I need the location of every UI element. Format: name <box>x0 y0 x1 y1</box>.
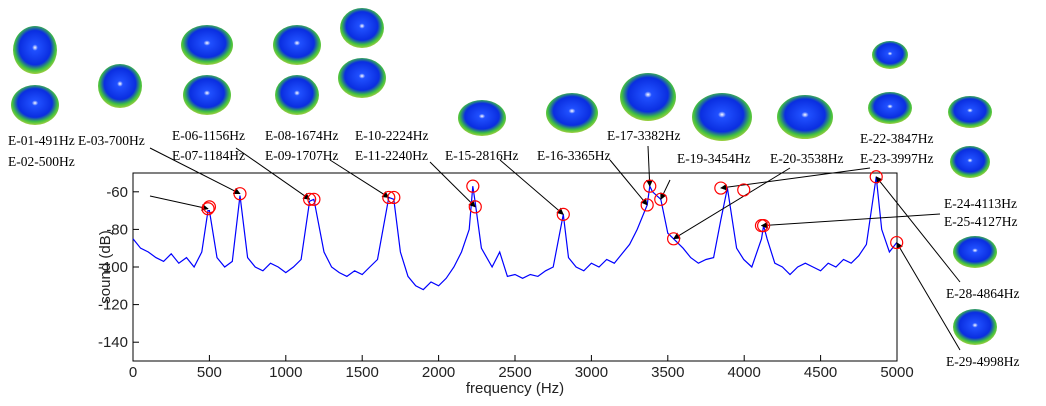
annotation-label: E-28-4864Hz <box>946 286 1019 301</box>
annotation-label: E-17-3382Hz <box>607 128 680 143</box>
annotation-label: E-08-1674Hz <box>265 128 338 143</box>
annotation-arrow <box>429 161 476 208</box>
annotation-label: E-19-3454Hz <box>677 151 750 166</box>
annotation-label: E-10-2224Hz <box>355 128 428 143</box>
annotation-label: E-11-2240Hz <box>355 148 428 163</box>
annotation-label: E-01-491Hz <box>8 133 75 148</box>
mode-shape-image <box>273 25 321 65</box>
peak-marker <box>869 170 883 184</box>
x-tick-label: 1500 <box>346 364 379 381</box>
peak-marker <box>654 192 668 206</box>
x-tick-label: 2500 <box>498 364 531 381</box>
mode-shape-image <box>953 309 997 345</box>
y-tick-label: -120 <box>98 297 128 314</box>
y-tick-label: -140 <box>98 334 128 351</box>
peak-marker <box>667 232 681 246</box>
annotation-label: E-22-3847Hz <box>860 131 933 146</box>
mode-shape-image <box>953 236 997 268</box>
peak-marker <box>201 202 215 216</box>
annotation-label: E-15-2816Hz <box>445 148 518 163</box>
peak-marker <box>757 219 771 233</box>
peak-marker <box>202 200 216 214</box>
annotation-arrow <box>673 167 791 240</box>
mode-shape-image <box>340 8 384 48</box>
x-tick-label: 1000 <box>269 364 302 381</box>
mode-shape-image <box>183 75 231 115</box>
x-tick-label: 2000 <box>422 364 455 381</box>
mode-shape-image <box>546 93 598 133</box>
x-tick-label: 5000 <box>880 364 913 381</box>
mode-shape-image <box>620 73 676 121</box>
x-tick-label: 3500 <box>651 364 684 381</box>
annotation-arrow <box>760 213 941 229</box>
annotation-label: E-16-3365Hz <box>537 148 610 163</box>
annotation-label: E-23-3997Hz <box>860 151 933 166</box>
mode-shape-image <box>948 96 992 128</box>
y-axis-label: sound (dB) <box>97 230 114 303</box>
mode-shapes <box>11 8 997 345</box>
annotation-arrow <box>149 195 209 211</box>
annotation-label: E-09-1707Hz <box>265 148 338 163</box>
annotation-label: E-25-4127Hz <box>944 214 1017 229</box>
peak-marker <box>714 181 728 195</box>
peak-marker <box>382 190 396 205</box>
spectrum-line <box>132 176 898 291</box>
annotation-label: E-07-1184Hz <box>172 148 245 163</box>
mode-shape-image <box>868 92 912 124</box>
annotation-arrow <box>660 179 671 200</box>
y-tick-label: -80 <box>106 221 128 238</box>
x-axis-label: frequency (Hz) <box>466 380 564 397</box>
mode-shape-image <box>872 41 908 69</box>
annotation-label: E-03-700Hz <box>78 133 145 148</box>
x-tick-label: 0 <box>129 364 137 381</box>
mode-shape-image <box>458 100 506 136</box>
annotation-label: E-02-500Hz <box>8 154 75 169</box>
annotation-arrow <box>896 241 961 351</box>
mode-shape-image <box>338 58 386 98</box>
peak-marker <box>233 187 247 201</box>
peak-marker <box>643 179 657 193</box>
annotation-arrow <box>645 145 653 187</box>
peak-marker <box>307 192 321 206</box>
mode-shape-image <box>950 146 990 178</box>
annotation-arrow <box>149 147 241 195</box>
x-tick-label: 500 <box>197 364 222 381</box>
mode-shape-image <box>777 95 833 139</box>
x-tick-label: 4500 <box>804 364 837 381</box>
peak-marker <box>468 200 482 214</box>
mode-shape-image <box>275 75 319 115</box>
peak-marker <box>890 235 904 250</box>
plot-frame <box>132 172 898 362</box>
annotation-arrow <box>499 159 564 215</box>
annotation-arrow <box>329 159 390 198</box>
mode-shape-image <box>181 25 233 65</box>
mode-shape-image <box>11 85 59 125</box>
y-tick-label: -100 <box>98 259 128 276</box>
annotation-arrow <box>609 159 648 206</box>
peak-marker <box>466 179 480 193</box>
annotation-arrow <box>875 176 961 283</box>
peak-marker <box>387 190 401 205</box>
annotation-label: E-20-3538Hz <box>770 151 843 166</box>
x-tick-label: 3000 <box>575 364 608 381</box>
mode-shape-image <box>692 93 752 141</box>
peak-marker <box>737 183 751 197</box>
peak-marker <box>640 198 654 212</box>
peak-marker <box>303 192 317 206</box>
x-tick-label: 4000 <box>728 364 761 381</box>
mode-shape-image <box>13 26 57 74</box>
annotation-label: E-24-4113Hz <box>944 196 1017 211</box>
annotation-label: E-06-1156Hz <box>172 128 245 143</box>
annotation-label: E-29-4998Hz <box>946 354 1019 369</box>
y-tick-label: -60 <box>106 184 128 201</box>
annotation-arrow <box>235 147 311 200</box>
peak-marker <box>556 207 570 221</box>
mode-shape-image <box>98 64 142 108</box>
